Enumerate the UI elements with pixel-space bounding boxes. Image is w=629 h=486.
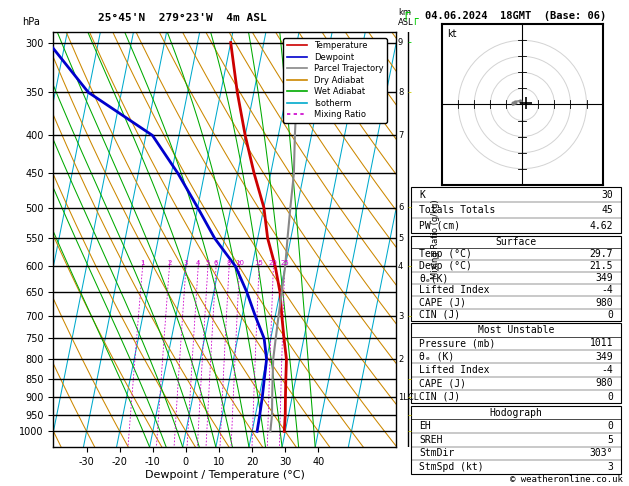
- Text: hPa: hPa: [23, 17, 40, 27]
- Text: Pressure (mb): Pressure (mb): [419, 338, 496, 348]
- Text: 5: 5: [607, 435, 613, 445]
- Text: -: -: [408, 392, 411, 402]
- Text: CAPE (J): CAPE (J): [419, 297, 466, 308]
- Text: 04.06.2024  18GMT  (Base: 06): 04.06.2024 18GMT (Base: 06): [425, 11, 607, 21]
- Text: -: -: [408, 311, 411, 321]
- Text: -: -: [408, 410, 411, 420]
- Text: StmDir: StmDir: [419, 449, 454, 458]
- Text: 8: 8: [398, 88, 403, 97]
- Text: 1LCL: 1LCL: [398, 393, 418, 402]
- Text: 4: 4: [196, 260, 201, 266]
- Text: 15: 15: [255, 260, 264, 266]
- Text: -4: -4: [601, 285, 613, 295]
- Text: 45: 45: [601, 205, 613, 215]
- Text: -: -: [408, 87, 411, 97]
- Text: 10: 10: [235, 260, 244, 266]
- Text: 30: 30: [601, 190, 613, 200]
- Text: CAPE (J): CAPE (J): [419, 378, 466, 388]
- Text: 25°45'N  279°23'W  4m ASL: 25°45'N 279°23'W 4m ASL: [98, 13, 267, 23]
- Text: 7: 7: [398, 131, 403, 140]
- Text: PW (cm): PW (cm): [419, 221, 460, 230]
- Text: 3: 3: [184, 260, 188, 266]
- Text: 3: 3: [607, 462, 613, 472]
- Text: 0: 0: [607, 310, 613, 320]
- Text: 29.7: 29.7: [589, 249, 613, 259]
- Text: -4: -4: [601, 365, 613, 375]
- Text: 980: 980: [596, 378, 613, 388]
- Text: ┌: ┌: [401, 6, 409, 19]
- Text: -: -: [408, 374, 411, 384]
- Text: Temp (°C): Temp (°C): [419, 249, 472, 259]
- Text: -: -: [408, 426, 411, 436]
- Text: Most Unstable: Most Unstable: [478, 325, 554, 335]
- Text: 0: 0: [607, 421, 613, 431]
- Text: 0: 0: [607, 392, 613, 402]
- Text: 4: 4: [398, 262, 403, 271]
- Text: StmSpd (kt): StmSpd (kt): [419, 462, 484, 472]
- Text: 6: 6: [214, 260, 218, 266]
- Text: 4.62: 4.62: [589, 221, 613, 230]
- Text: 6: 6: [398, 203, 403, 212]
- Text: Mixing Ratio (g/kg): Mixing Ratio (g/kg): [430, 200, 440, 279]
- Text: 25: 25: [281, 260, 289, 266]
- Text: θₑ (K): θₑ (K): [419, 351, 454, 362]
- Text: SREH: SREH: [419, 435, 443, 445]
- Text: 2: 2: [398, 355, 403, 364]
- Text: 3: 3: [398, 312, 403, 321]
- Text: 2: 2: [167, 260, 172, 266]
- Text: Surface: Surface: [496, 237, 537, 247]
- Text: 8: 8: [227, 260, 231, 266]
- Text: 980: 980: [596, 297, 613, 308]
- Text: 349: 349: [596, 273, 613, 283]
- Text: -: -: [408, 203, 411, 212]
- Text: -: -: [408, 37, 411, 48]
- Text: CIN (J): CIN (J): [419, 392, 460, 402]
- Text: EH: EH: [419, 421, 431, 431]
- Text: 21.5: 21.5: [589, 261, 613, 271]
- Text: 303°: 303°: [589, 449, 613, 458]
- Text: km
ASL: km ASL: [398, 8, 414, 27]
- Text: © weatheronline.co.uk: © weatheronline.co.uk: [510, 474, 623, 484]
- Text: 20: 20: [269, 260, 278, 266]
- X-axis label: Dewpoint / Temperature (°C): Dewpoint / Temperature (°C): [145, 469, 305, 480]
- Text: 1: 1: [140, 260, 145, 266]
- Text: Dewp (°C): Dewp (°C): [419, 261, 472, 271]
- Text: ┌: ┌: [411, 15, 418, 25]
- Text: 9: 9: [398, 38, 403, 47]
- Text: 5: 5: [398, 234, 403, 243]
- Text: Lifted Index: Lifted Index: [419, 365, 489, 375]
- Text: CIN (J): CIN (J): [419, 310, 460, 320]
- Text: K: K: [419, 190, 425, 200]
- Text: θₑ(K): θₑ(K): [419, 273, 448, 283]
- Text: Lifted Index: Lifted Index: [419, 285, 489, 295]
- Legend: Temperature, Dewpoint, Parcel Trajectory, Dry Adiabat, Wet Adiabat, Isotherm, Mi: Temperature, Dewpoint, Parcel Trajectory…: [283, 38, 387, 122]
- Text: -: -: [408, 261, 411, 271]
- Text: Totals Totals: Totals Totals: [419, 205, 496, 215]
- Text: 5: 5: [206, 260, 210, 266]
- Text: Hodograph: Hodograph: [489, 408, 543, 417]
- Text: kt: kt: [447, 29, 457, 39]
- Text: 1011: 1011: [589, 338, 613, 348]
- Text: 349: 349: [596, 351, 613, 362]
